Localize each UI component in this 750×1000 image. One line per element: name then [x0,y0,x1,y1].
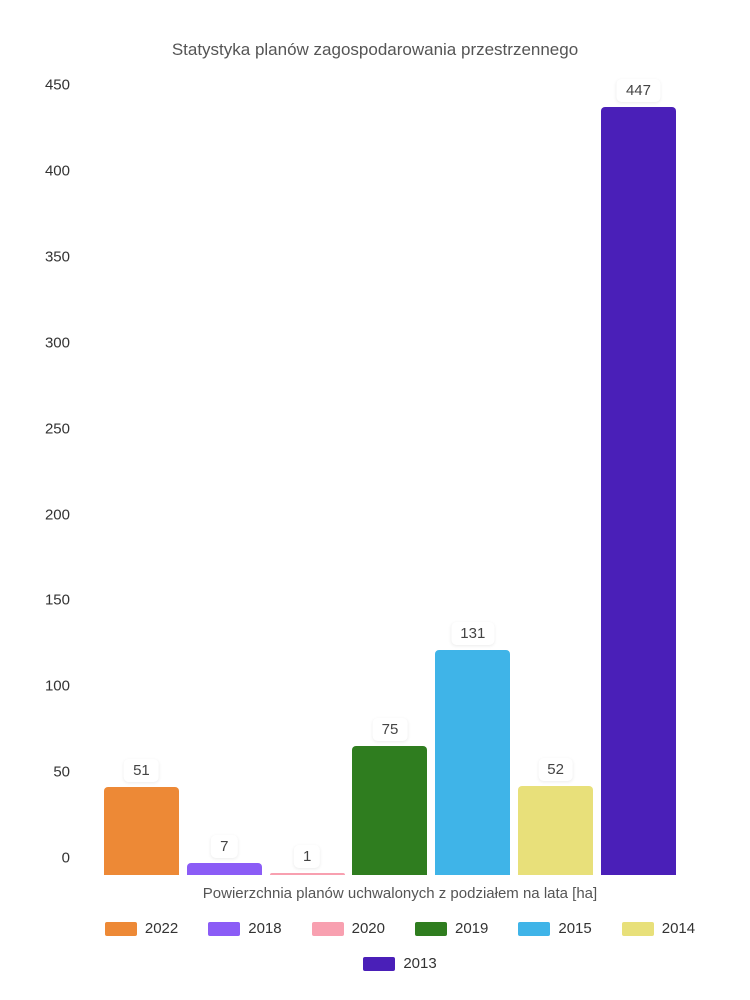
x-axis-label: Powierzchnia planów uchwalonych z podzia… [80,885,720,902]
bar-value-label: 51 [124,759,159,782]
bar-wrapper: 7 [187,863,262,875]
bar-2013: 447 [601,107,676,875]
legend-item-2019: 2019 [415,920,488,937]
chart-container: Statystyka planów zagospodarowania przes… [0,0,750,1000]
legend-label: 2015 [558,920,591,937]
legend-swatch [363,957,395,971]
legend-label: 2019 [455,920,488,937]
legend-swatch [518,922,550,936]
bar-wrapper: 1 [270,873,345,875]
legend-item-2020: 2020 [312,920,385,937]
bar-2014: 52 [518,786,593,875]
y-tick: 400 [45,163,70,180]
legend-label: 2022 [145,920,178,937]
y-tick: 350 [45,248,70,265]
legend-swatch [208,922,240,936]
bar-wrapper: 447 [601,107,676,875]
bar-value-label: 7 [211,835,237,858]
legend-item-2013: 2013 [363,955,436,972]
bar-value-label: 447 [617,79,660,102]
legend-label: 2018 [248,920,281,937]
legend-swatch [312,922,344,936]
bar-wrapper: 51 [104,787,179,875]
legend-item-2022: 2022 [105,920,178,937]
y-tick: 200 [45,506,70,523]
legend-label: 2013 [403,955,436,972]
y-tick: 150 [45,592,70,609]
legend: 2022 2018 2020 2019 2015 2014 2013 [80,920,720,972]
legend-label: 2014 [662,920,695,937]
bar-wrapper: 75 [352,746,427,875]
legend-swatch [415,922,447,936]
bar-2018: 7 [187,863,262,875]
bar-value-label: 1 [294,845,320,868]
y-tick: 250 [45,420,70,437]
legend-label: 2020 [352,920,385,937]
legend-item-2018: 2018 [208,920,281,937]
bar-wrapper: 131 [435,650,510,875]
legend-item-2014: 2014 [622,920,695,937]
y-tick: 300 [45,334,70,351]
bar-value-label: 75 [373,718,408,741]
bar-2019: 75 [352,746,427,875]
plot-area: 050100150200250300350400450 517175131524… [80,85,700,875]
y-tick: 50 [53,764,70,781]
bar-2015: 131 [435,650,510,875]
legend-swatch [105,922,137,936]
bars-group: 51717513152447 [80,85,700,875]
y-tick: 100 [45,678,70,695]
bar-2020: 1 [270,873,345,875]
y-tick: 0 [62,850,70,867]
bar-wrapper: 52 [518,786,593,875]
bar-value-label: 131 [451,622,494,645]
bar-2022: 51 [104,787,179,875]
bar-value-label: 52 [538,758,573,781]
chart-title: Statystyka planów zagospodarowania przes… [30,40,720,60]
y-axis: 050100150200250300350400450 [30,85,75,875]
legend-swatch [622,922,654,936]
legend-item-2015: 2015 [518,920,591,937]
y-tick: 450 [45,77,70,94]
